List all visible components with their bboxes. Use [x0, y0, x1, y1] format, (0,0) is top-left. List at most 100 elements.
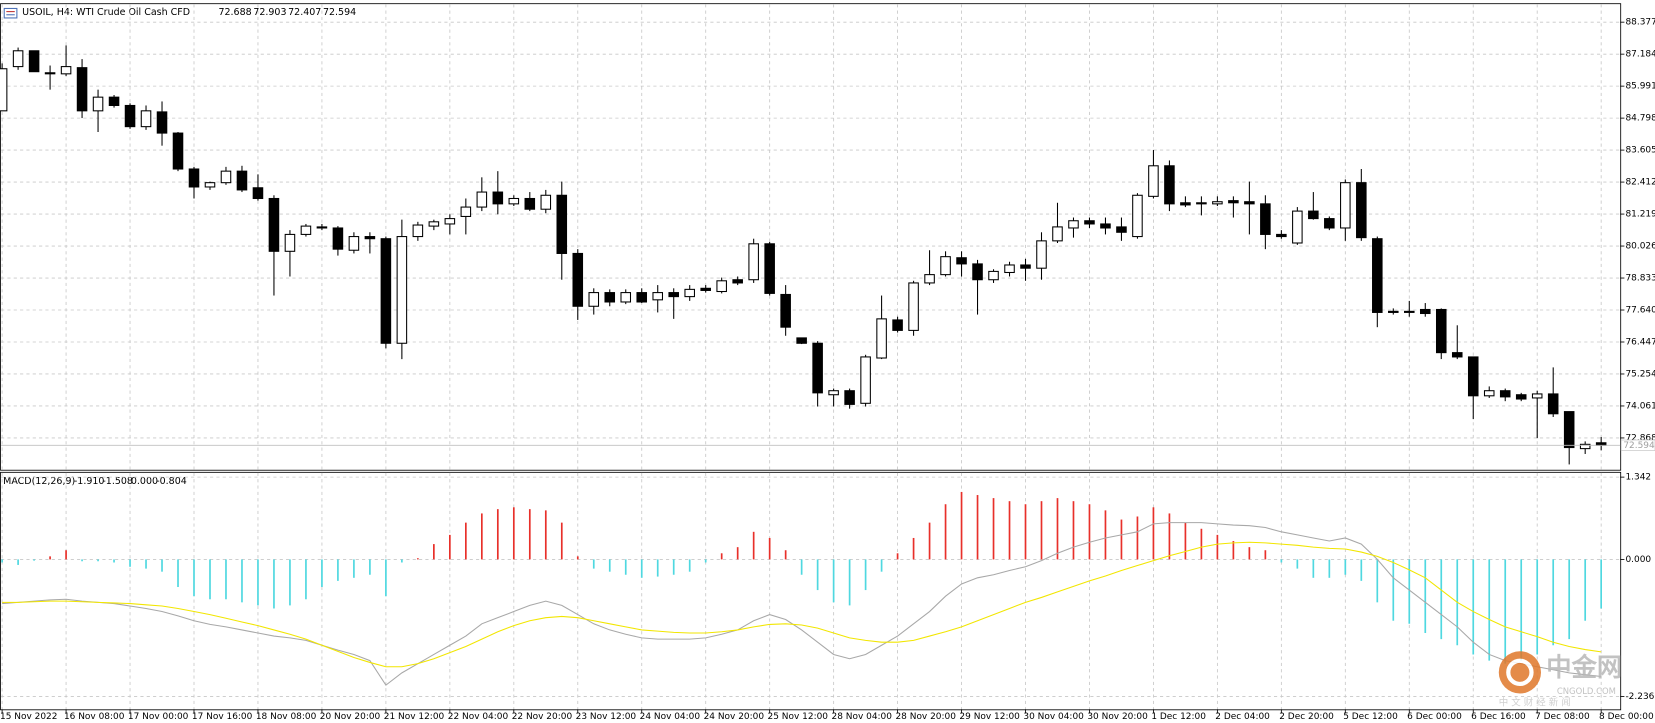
candle-body — [748, 243, 759, 281]
candle-body — [268, 197, 280, 252]
candle-body — [572, 252, 584, 307]
candle-body — [988, 270, 999, 281]
candle-body — [1100, 223, 1111, 229]
candle-body — [412, 224, 424, 238]
current-price-box — [1620, 439, 1655, 451]
candle-body — [860, 356, 871, 404]
ohlc-close: 72.594 — [323, 7, 356, 18]
candle-body — [652, 292, 664, 301]
candle-body — [1451, 352, 1463, 358]
x-tick-label: 6 Dec 00:00 — [1407, 712, 1462, 722]
candle-body — [348, 236, 360, 251]
candle-body — [1276, 233, 1287, 238]
candle-body — [156, 111, 168, 134]
x-tick-label: 17 Nov 00:00 — [128, 712, 189, 722]
candle-body — [28, 50, 40, 73]
candle-body — [716, 280, 727, 293]
candle-body — [188, 168, 200, 188]
candle-body — [1164, 165, 1175, 205]
candle-body — [172, 132, 184, 170]
candle-body — [1547, 393, 1559, 415]
x-tick-label: 8 Dec 00:00 — [1599, 712, 1654, 722]
candle-body — [92, 96, 104, 112]
candle-body — [60, 66, 72, 75]
candle-body — [1324, 218, 1335, 229]
candle-body — [380, 238, 392, 344]
candle-body — [1483, 390, 1495, 397]
x-tick-label: 15 Nov 2022 — [0, 712, 57, 722]
ohlc-high: 72.903 — [253, 7, 286, 18]
ohlc-low: 72.407 — [288, 7, 321, 18]
y-tick-label: 85.991 — [1625, 82, 1655, 92]
candle-body — [476, 191, 488, 208]
x-tick-label: 21 Nov 12:00 — [384, 712, 445, 722]
x-tick-label: 16 Nov 08:00 — [64, 712, 125, 722]
candle-body — [444, 218, 456, 225]
y-tick-label: 74.061 — [1625, 401, 1655, 411]
candle-body — [876, 318, 887, 359]
candle-body — [524, 197, 536, 210]
candle-body — [492, 191, 504, 205]
x-tick-label: 2 Dec 04:00 — [1215, 712, 1270, 722]
candle-body — [1372, 238, 1383, 313]
candle-body — [1116, 226, 1127, 233]
macd-value: -1.910 — [74, 476, 105, 487]
candle-body — [1132, 194, 1143, 238]
candle-body — [1084, 220, 1095, 225]
candle-body — [316, 226, 328, 229]
y-tick-label: 87.184 — [1625, 50, 1655, 60]
y-tick-label: 72.868 — [1625, 433, 1655, 443]
candle-body — [396, 236, 408, 344]
candle-body — [1244, 201, 1255, 205]
indicator-line — [2, 522, 1602, 686]
x-tick-label: 18 Nov 08:00 — [256, 712, 317, 722]
candle-body — [236, 170, 248, 191]
candle-body — [1340, 182, 1351, 229]
candle-body — [924, 274, 935, 284]
candle-body — [428, 221, 440, 227]
macd-value: -0.804 — [156, 476, 187, 487]
candle-body — [1499, 390, 1511, 398]
y-tick-label: 76.447 — [1625, 337, 1655, 347]
candle-body — [1196, 202, 1207, 205]
candle-body — [620, 292, 632, 303]
candle-body — [636, 292, 648, 303]
candle-body — [1036, 240, 1047, 269]
macd-title: MACD(12,26,9) — [3, 476, 75, 487]
y-tick-label: 1.342 — [1625, 473, 1651, 483]
y-tick-label: 84.798 — [1625, 114, 1655, 124]
x-tick-label: 28 Nov 04:00 — [832, 712, 893, 722]
candle-body — [796, 337, 807, 344]
candle-body — [812, 342, 823, 394]
candle-body — [12, 50, 24, 68]
candle-body — [508, 197, 520, 205]
watermark-brand: 中金网 — [1546, 652, 1622, 682]
candle-body — [1212, 201, 1223, 205]
x-tick-label: 24 Nov 04:00 — [640, 712, 701, 722]
candle-body — [1515, 394, 1527, 400]
candle-body — [1308, 210, 1319, 220]
candle-body — [844, 390, 855, 405]
x-tick-label: 25 Nov 12:00 — [768, 712, 829, 722]
candle-body — [76, 67, 88, 112]
candle-body — [0, 68, 8, 112]
candle-body — [300, 225, 312, 235]
candle-body — [220, 170, 232, 184]
candle-body — [1020, 264, 1031, 269]
x-tick-label: 28 Nov 20:00 — [895, 712, 956, 722]
candle-body — [204, 182, 216, 188]
candle-body — [1004, 264, 1015, 274]
price-panel — [0, 3, 1622, 471]
x-tick-label: 23 Nov 12:00 — [576, 712, 637, 722]
y-tick-label: 78.833 — [1625, 274, 1655, 284]
candle-body — [892, 319, 903, 331]
candle-body — [1052, 226, 1063, 242]
macd-value: 0.000 — [131, 476, 158, 487]
candle-body — [1435, 308, 1447, 354]
watermark-site: CNGOLD.COM — [1557, 686, 1616, 696]
watermark-tagline: 中 文 财 经 新 闻 — [1499, 696, 1571, 708]
ohlc-open: 72.688 — [218, 7, 251, 18]
current-price-label: 72.594 — [1623, 441, 1655, 451]
candle-body — [252, 187, 264, 200]
candle-body — [764, 243, 775, 294]
